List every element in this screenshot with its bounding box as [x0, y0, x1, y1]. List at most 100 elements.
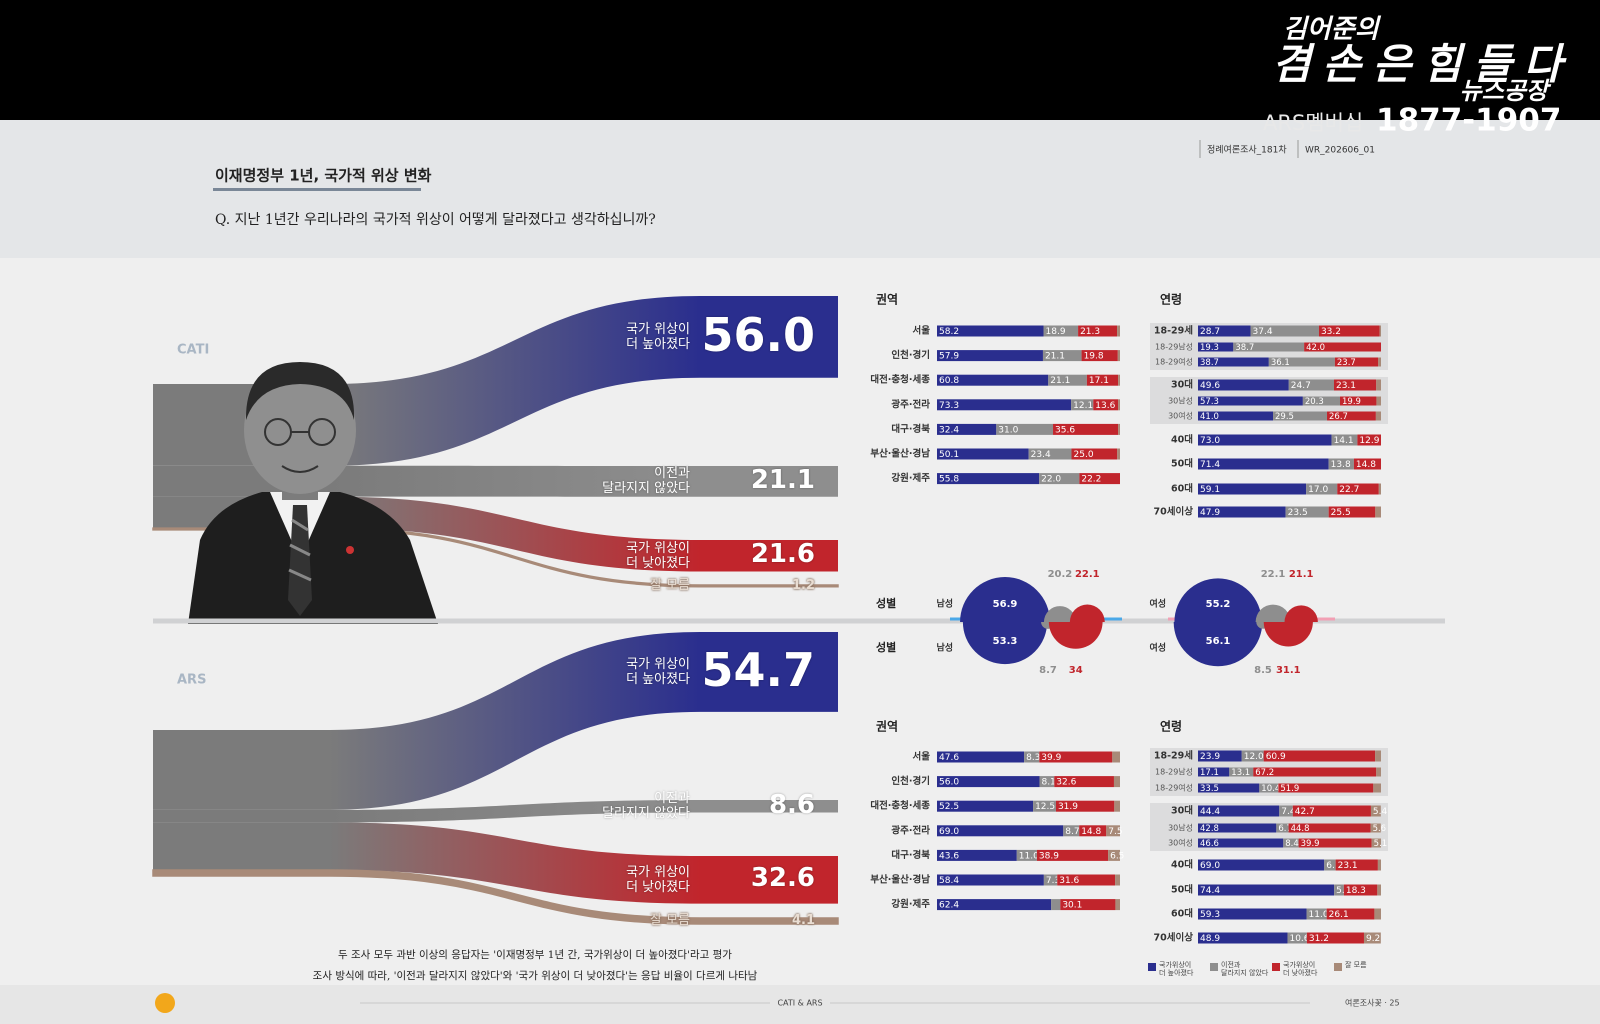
note: 두 조사 모두 과반 이상의 응답자는 '이재명정부 1년 간, 국가위상이 더… [338, 948, 732, 961]
segment-label: 8.7 [1065, 827, 1079, 837]
segment [1334, 884, 1344, 896]
question: Q. 지난 1년간 우리나라의 국가적 위상이 어떻게 달라졌다고 생각하십니까… [215, 212, 656, 228]
total-value: 1.2 [791, 577, 815, 593]
segment [1198, 783, 1260, 793]
gender-label: 남성 [936, 598, 953, 610]
segment [1198, 908, 1307, 920]
segment-label: 10.4 [1261, 784, 1280, 794]
segment [937, 751, 1025, 763]
segment-label: 44.4 [1200, 807, 1220, 817]
segment-label: 31.6 [1059, 876, 1079, 886]
segment [937, 350, 1043, 362]
flow-bar [152, 869, 839, 925]
segment-label: 10.6 [1289, 934, 1309, 944]
answer-label: 국가 위상이 더 낮아졌다 [626, 540, 690, 571]
region-label: 강원·제주 [891, 472, 930, 484]
segment [1024, 751, 1040, 763]
segment [937, 399, 1072, 411]
segment [1318, 325, 1380, 337]
segment-label: 8.4 [1285, 839, 1299, 849]
segment-label: 22.2 [1081, 475, 1101, 485]
segment [1198, 411, 1274, 421]
segment-label: 24.7 [1291, 381, 1311, 391]
region-label: 광주·전라 [891, 824, 930, 836]
segment [1326, 908, 1375, 920]
gender-bubble [1174, 578, 1262, 622]
segment [937, 800, 1034, 812]
segment [937, 874, 1044, 886]
logo-icon [155, 993, 175, 1013]
age-label: 30대 [1171, 379, 1193, 391]
region-label: 부산·울산·경남 [870, 448, 930, 460]
segment-label: 28.7 [1200, 327, 1220, 337]
segment [1370, 823, 1381, 833]
age-title: 연령 [1160, 719, 1182, 734]
segment-label: 57.9 [939, 352, 959, 362]
survey-round: 정례여론조사_181차 [1207, 144, 1287, 156]
age-label: 60대 [1171, 483, 1193, 495]
segment [1028, 448, 1072, 460]
gender-value: 56.1 [1206, 636, 1231, 647]
legend-swatch [1334, 963, 1342, 971]
segment [1288, 379, 1334, 391]
segment-label: 47.9 [1200, 508, 1220, 518]
segment [1263, 750, 1376, 762]
segment-label: 5.4 [1373, 807, 1388, 817]
age-label: 70세이상 [1154, 506, 1194, 518]
segment-label: 21.3 [1080, 327, 1100, 337]
segment [937, 776, 1040, 788]
segment [1306, 932, 1364, 944]
flow-bar [153, 822, 838, 904]
survey-name: ARS [177, 673, 206, 688]
segment-label: 37.4 [1253, 327, 1273, 337]
segment [1198, 506, 1286, 518]
segment-label: 73.3 [939, 401, 959, 411]
segment [1108, 849, 1120, 861]
segment [1328, 458, 1354, 470]
segment [1198, 483, 1307, 495]
segment [1055, 800, 1115, 812]
gender-title: 성별 [876, 596, 896, 610]
gender-bubble [1263, 622, 1313, 647]
segment [1036, 849, 1109, 861]
age-label: 18-29세 [1154, 750, 1193, 762]
age-label: 18-29세 [1154, 325, 1193, 337]
gender-bubble [1048, 622, 1103, 649]
segment [1324, 859, 1336, 871]
segment-label: 17.1 [1089, 376, 1109, 386]
segment-label: 31.2 [1309, 934, 1329, 944]
age-label: 40대 [1171, 859, 1193, 871]
segment [1060, 899, 1116, 911]
segment-label: 25.5 [1331, 508, 1351, 518]
logo-line: 김어준의 [1283, 15, 1382, 45]
segment-label: 18.9 [1046, 327, 1066, 337]
gender-value: 8.7 [1039, 665, 1057, 676]
segment [937, 849, 1017, 861]
segment [1233, 342, 1305, 352]
age-sub-label: 18-29여성 [1155, 783, 1193, 793]
footer-center: CATI & ARS [777, 999, 822, 1008]
gender-bubble [962, 622, 1048, 665]
segment-label: 19.8 [1084, 352, 1104, 362]
segment [1118, 423, 1120, 435]
answer-label: 국가 위상이 더 높아졌다 [626, 321, 690, 352]
segment-label: 23.9 [1200, 752, 1220, 762]
segment [1253, 767, 1377, 777]
segment [1198, 750, 1242, 762]
segment [1106, 825, 1120, 837]
segment-label: 9.2 [1366, 934, 1380, 944]
segment [1081, 350, 1118, 362]
segment [937, 423, 997, 435]
segment [1375, 506, 1381, 518]
segment [1273, 411, 1328, 421]
segment [1054, 776, 1114, 788]
segment [1370, 805, 1381, 817]
region-label: 대전·충청·세종 [870, 800, 930, 812]
total-value: 21.6 [750, 539, 815, 570]
gender-label: 여성 [1149, 598, 1166, 610]
gender-bubble [1069, 604, 1105, 622]
segment [1198, 838, 1284, 848]
segment [1079, 825, 1107, 837]
gender-value: 34 [1069, 665, 1083, 676]
segment [1376, 396, 1381, 406]
